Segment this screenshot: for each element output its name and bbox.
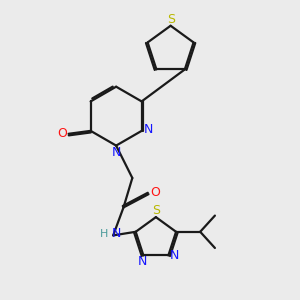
Text: N: N: [143, 123, 153, 136]
Text: N: N: [169, 249, 179, 262]
Text: N: N: [137, 256, 147, 268]
Text: S: S: [167, 13, 175, 26]
Text: O: O: [150, 186, 160, 199]
Text: O: O: [57, 127, 67, 140]
Text: H: H: [100, 229, 109, 239]
Text: S: S: [152, 204, 160, 217]
Text: N: N: [112, 146, 121, 159]
Text: N: N: [112, 227, 122, 240]
